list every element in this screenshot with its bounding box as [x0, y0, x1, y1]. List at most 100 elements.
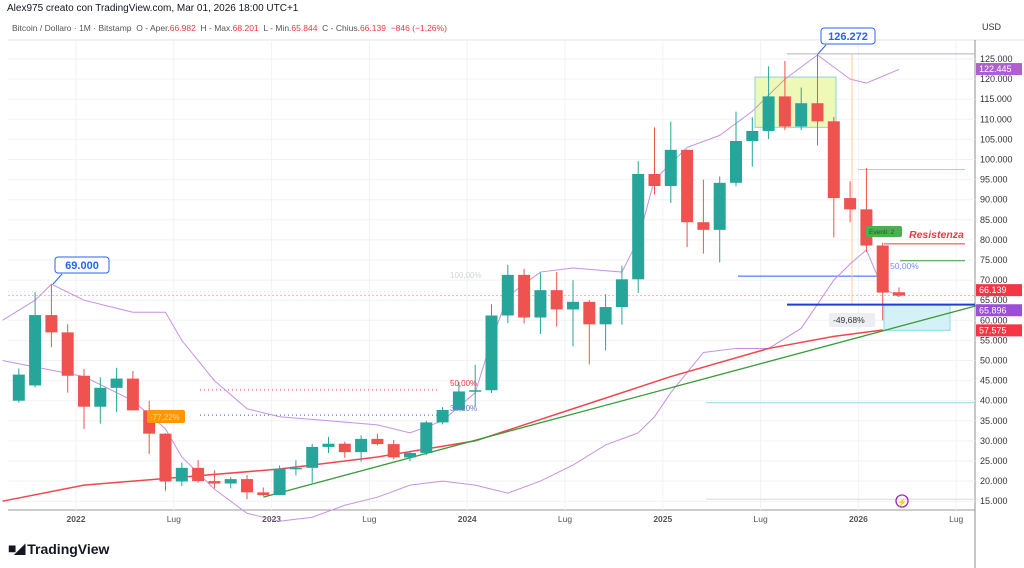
candle-body: [469, 390, 482, 392]
high-label: H - Max.: [200, 23, 233, 33]
candle-body: [599, 307, 612, 325]
y-tick-label: 85.000: [980, 215, 1008, 225]
low-value: 65.844: [291, 23, 318, 33]
x-tick-label: 2025: [653, 514, 672, 524]
events-badge-bg: [866, 226, 902, 237]
candle-body: [827, 121, 840, 199]
candle-body: [371, 438, 384, 445]
candle-body: [355, 438, 368, 453]
ath-callout-box: [820, 27, 876, 45]
candle-body: [550, 290, 563, 310]
candle-body: [306, 446, 319, 468]
trendline: [263, 303, 981, 498]
candle-body: [126, 378, 139, 411]
candle-body: [648, 173, 661, 187]
candle-body: [159, 433, 172, 482]
candle-body: [844, 198, 857, 210]
peak-callout-pointer: [52, 273, 63, 285]
candle-body: [404, 452, 416, 458]
price-tag-bg: [976, 324, 1022, 337]
candle-body: [175, 467, 188, 482]
candle-body: [567, 301, 579, 310]
y-tick-label: 105.000: [980, 134, 1013, 144]
lightning-icon: [895, 494, 909, 508]
chart-title: Alex975 creato con TradingView.com, Mar …: [7, 3, 299, 14]
y-tick-label: 65.000: [980, 295, 1008, 305]
currency-label: USD: [982, 22, 1002, 32]
close-value: 66.139: [359, 23, 386, 33]
y-tick-label: 30.000: [980, 436, 1008, 446]
x-tick-label: Lug: [558, 514, 572, 524]
peak-callout-box: [54, 256, 110, 274]
candle-body: [746, 130, 759, 142]
candle-body: [61, 332, 74, 376]
candle-body: [778, 96, 791, 127]
symbol-legend: Bitcoin / Dollaro · 1M · Bitstamp O - Ap…: [12, 23, 447, 33]
candle-body: [730, 141, 742, 183]
candle-body: [273, 468, 286, 496]
candle-body: [485, 315, 498, 391]
y-tick-label: 125.000: [980, 54, 1013, 64]
candle-body: [387, 444, 400, 458]
price-tag: 122.445: [979, 64, 1012, 74]
x-tick-label: 2026: [849, 514, 868, 524]
y-tick-label: 120.000: [980, 74, 1013, 84]
candle-body: [811, 103, 824, 122]
fib-382-label: 38,20%: [450, 404, 477, 413]
lower-band-line: [2, 249, 900, 522]
candle-body: [78, 375, 90, 407]
drawdown-badge-2022-bg: [147, 410, 185, 423]
candle-body: [241, 479, 253, 493]
open-value: 66.982: [169, 23, 196, 33]
y-tick-label: 100.000: [980, 155, 1013, 165]
tradingview-logo[interactable]: ■◢ TradingView: [8, 540, 109, 557]
tradingview-logo-icon: ■◢: [8, 540, 25, 556]
drawdown-2022-label: -77,22%: [150, 413, 180, 422]
peak-callout: 69.000: [65, 260, 99, 272]
candle-body: [12, 374, 25, 401]
y-tick-label: 15.000: [980, 496, 1008, 506]
candle-body: [632, 173, 645, 280]
y-tick-label: 55.000: [980, 335, 1008, 345]
candle-body: [713, 182, 726, 230]
candle-body: [29, 315, 42, 386]
y-tick-label: 115.000: [980, 94, 1012, 104]
symbol-name[interactable]: Bitcoin / Dollaro · 1M · Bitstamp: [12, 23, 132, 33]
price-tag-bg: [976, 63, 1022, 76]
upper-band-line: [2, 54, 900, 434]
open-label: O - Aper.: [136, 23, 170, 33]
candle-body: [338, 443, 351, 453]
y-tick-label: 25.000: [980, 456, 1008, 466]
candle-body: [224, 479, 237, 484]
price-tag: 65.896: [979, 305, 1007, 315]
candle-body: [110, 378, 123, 388]
y-tick-label: 20.000: [980, 476, 1008, 486]
candle-body: [192, 467, 205, 482]
events-badge: Eventi: 2: [869, 229, 895, 236]
y-tick-label: 95.000: [980, 175, 1008, 185]
candle-body: [795, 103, 808, 127]
candle-body: [45, 315, 58, 333]
y-tick-label: 40.000: [980, 396, 1008, 406]
y-tick-label: 50.000: [980, 356, 1008, 366]
fib-100-label: 100,00%: [450, 271, 482, 280]
candle-body: [583, 301, 596, 325]
candle-body: [681, 149, 694, 223]
x-tick-label: Lug: [362, 514, 376, 524]
x-tick-label: 2022: [67, 514, 86, 524]
y-tick-label: 60.000: [980, 315, 1008, 325]
high-value: 68.201: [232, 23, 259, 33]
candle-body: [208, 481, 221, 484]
ath-callout-pointer: [817, 44, 827, 55]
y-tick-label: 80.000: [980, 235, 1008, 245]
low-label: L - Min.: [263, 23, 292, 33]
y-tick-label: 75.000: [980, 255, 1008, 265]
drawdown-badge-bg: [829, 313, 875, 327]
change-value: −846 (−1,26%): [390, 23, 447, 33]
price-tag: 66.139: [979, 285, 1007, 295]
x-tick-label: 2024: [458, 514, 477, 524]
price-tag: 57.575: [979, 325, 1007, 335]
x-tick-label: Lug: [754, 514, 768, 524]
x-tick-label: Lug: [167, 514, 181, 524]
